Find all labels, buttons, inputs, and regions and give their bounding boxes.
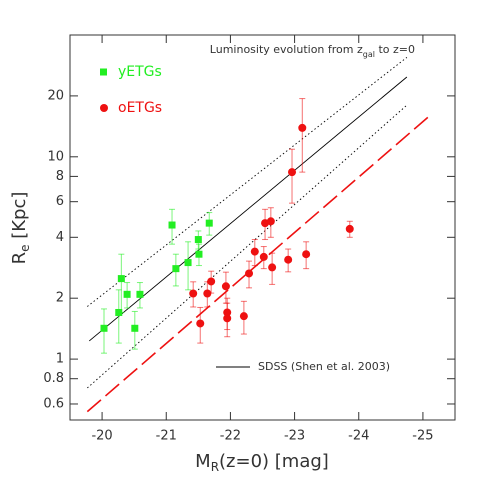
point [284,255,293,264]
y-tick-label: 1 [56,352,64,367]
point [205,219,213,227]
point [268,263,277,272]
y-tick-label: 20 [47,88,64,103]
point [189,289,198,298]
model-line [87,57,408,307]
y-label-text: R [9,252,30,265]
point [172,265,180,273]
legend-label: oETGs [118,100,162,116]
point [196,319,205,328]
x-tick-label: -25 [412,429,433,444]
x-label-text: M [195,451,211,472]
x-tick-label: -20 [91,429,112,444]
point [195,250,203,258]
point [266,217,275,226]
point [259,252,268,261]
point [115,308,123,316]
x-tick-label: -24 [348,429,369,444]
y-tick-label: 0.6 [43,396,64,411]
point [123,290,131,298]
x-label-subscript: R [211,460,219,474]
y-tick-label: 10 [47,149,64,164]
annotation-subscript: gal [363,50,375,59]
legend-label: SDSS (Shen et al. 2003) [258,360,390,373]
y-tick-label: 2 [56,291,64,306]
legend-label: yETGs [118,64,162,80]
annotation-text: to z=0 [375,43,415,56]
annotation: Luminosity evolution from zgal to z=0 [210,43,415,59]
legend-marker [100,104,108,112]
point [345,224,354,233]
point [223,314,232,323]
point [203,289,212,298]
x-tick-label: -21 [156,429,177,444]
point [221,282,230,291]
y-tick-label: 8 [56,169,64,184]
point [184,259,192,267]
point [117,275,125,283]
model-line [87,104,408,389]
y-label-text: [Kpc] [9,192,30,245]
point [298,123,307,132]
point [136,290,144,298]
point [131,324,139,332]
x-tick-label: -23 [284,429,305,444]
annotation-text: Luminosity evolution from z [210,43,363,56]
point [168,221,176,229]
x-axis-label: MR(z=0) [mag] [195,451,329,474]
y-tick-label: 4 [56,230,64,245]
y-label-subscript: e [18,245,32,252]
point [288,168,297,177]
y-tick-label: 0.8 [43,371,64,386]
y-tick-label: 6 [56,194,64,209]
point [223,308,232,317]
model-line [88,76,408,342]
plot-frame [69,34,456,421]
model-line [86,114,432,413]
point [194,236,202,244]
point [100,324,108,332]
point [250,247,259,256]
y-axis-label: Re [Kpc] [9,192,32,265]
legend-marker [100,68,107,76]
point [245,269,254,278]
point [207,277,216,286]
x-tick-label: -22 [220,429,241,444]
point [239,312,248,321]
point [302,250,311,259]
x-label-text: (z=0) [mag] [219,451,329,472]
